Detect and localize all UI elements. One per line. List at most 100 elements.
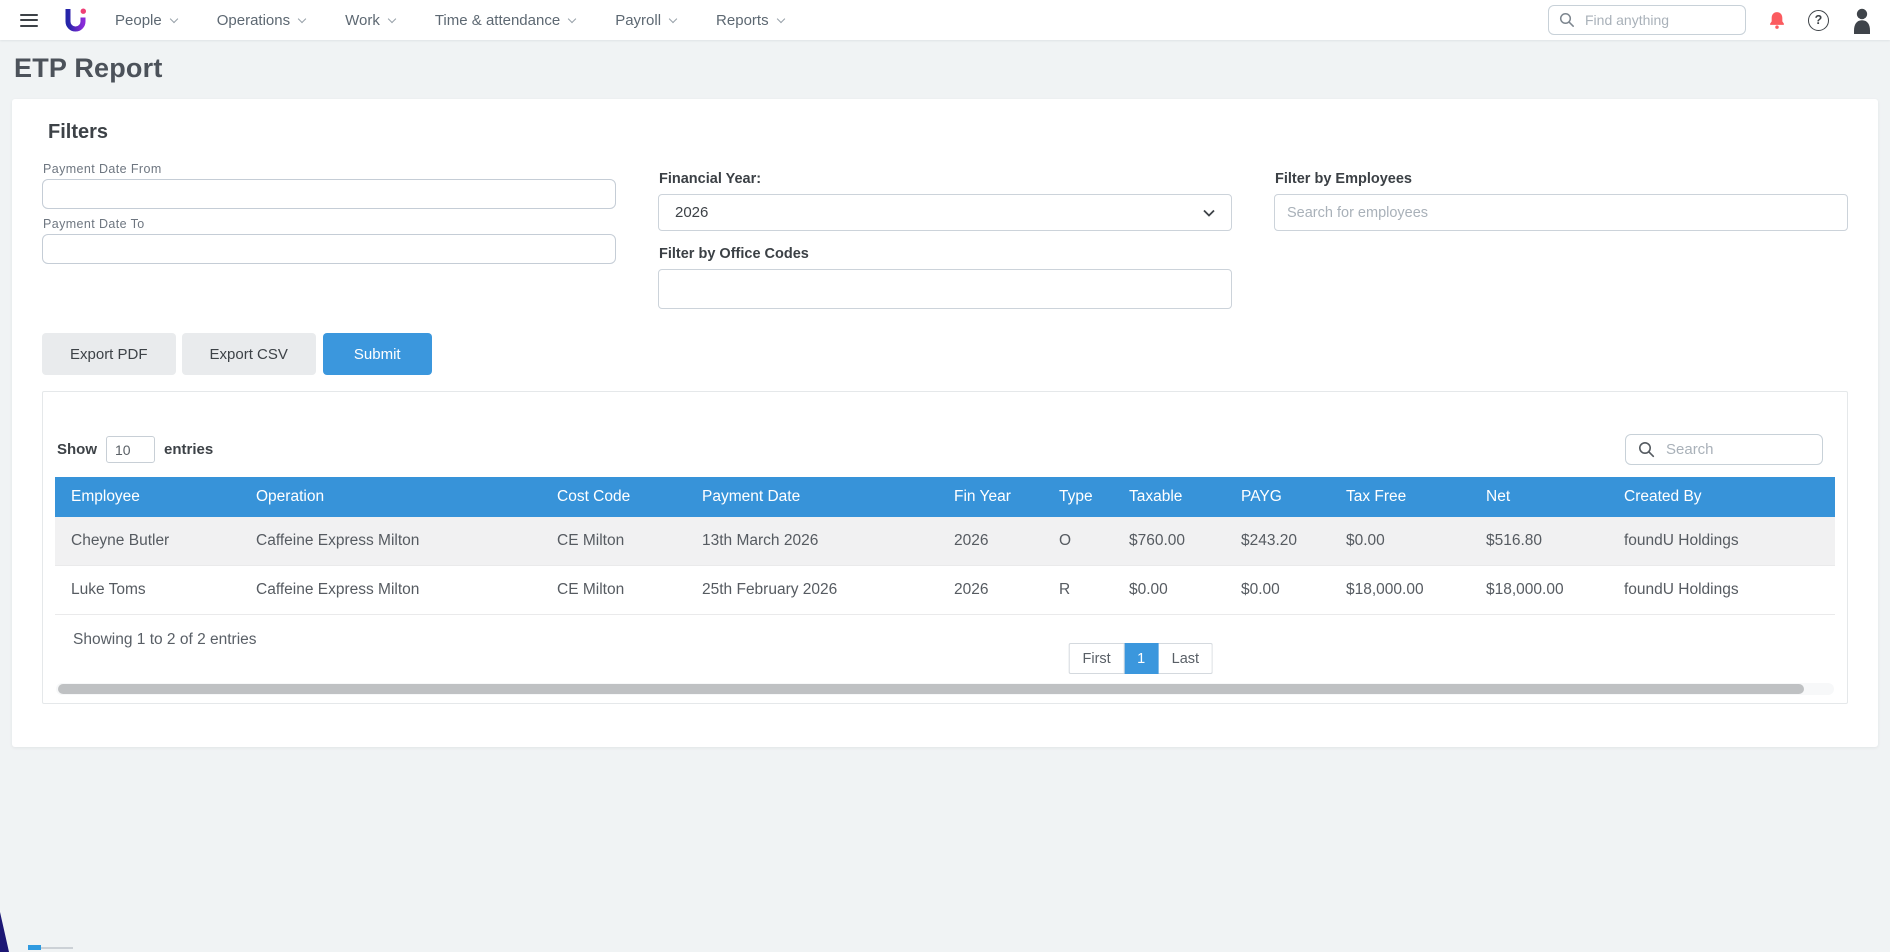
pagination-last-button[interactable]: Last	[1158, 643, 1214, 674]
nav-item-label: Time & attendance	[434, 11, 561, 29]
page-header: ETP Report	[0, 40, 1890, 99]
help-icon[interactable]	[1808, 9, 1829, 31]
cell-cost-code: CE Milton	[557, 532, 625, 549]
cell-operation: Caffeine Express Milton	[256, 532, 420, 549]
financial-year-value: 2026	[675, 204, 709, 221]
nav-item-time-attendance[interactable]: Time & attendance	[434, 11, 577, 29]
show-label: Show	[57, 441, 97, 458]
corner-decoration	[0, 910, 80, 952]
submit-button[interactable]: Submit	[322, 333, 432, 375]
column-header-payg[interactable]: PAYG	[1229, 477, 1334, 517]
column-header-employee[interactable]: Employee	[55, 477, 244, 517]
notifications-bell-icon[interactable]	[1767, 10, 1787, 31]
user-avatar[interactable]	[1850, 7, 1874, 34]
cell-fin-year: 2026	[954, 581, 989, 598]
table-search-input[interactable]	[1664, 440, 1810, 459]
nav-item-work[interactable]: Work	[345, 11, 397, 29]
table-row: Luke Toms Caffeine Express Milton CE Milto…	[55, 565, 1835, 615]
cell-cost-code: CE Milton	[557, 581, 625, 598]
chevron-down-icon	[387, 14, 397, 23]
foundu-logo[interactable]	[64, 8, 87, 33]
employees-filter-input[interactable]	[1274, 194, 1848, 231]
horizontal-scrollbar-thumb[interactable]	[58, 684, 1804, 694]
nav-item-label: Work	[345, 11, 380, 29]
cell-type: R	[1059, 581, 1071, 598]
nav-item-label: Operations	[216, 11, 291, 29]
column-header-type[interactable]: Type	[1047, 477, 1117, 517]
show-entries-input[interactable]	[106, 436, 155, 463]
pagination-page-1-button[interactable]: 1	[1124, 643, 1159, 674]
filters-heading: Filters	[48, 121, 109, 143]
nav-item-operations[interactable]: Operations	[216, 11, 307, 29]
nav-item-people[interactable]: People	[115, 11, 178, 29]
column-header-cost-code[interactable]: Cost Code	[545, 477, 690, 517]
table-body: Cheyne Butler Caffeine Express Milton CE M…	[55, 517, 1835, 615]
table-search	[1625, 434, 1823, 465]
column-header-operation[interactable]: Operation	[244, 477, 545, 517]
global-search-input[interactable]	[1583, 11, 1735, 29]
chevron-down-icon	[1203, 209, 1215, 217]
cell-payg: $243.20	[1241, 532, 1298, 549]
nav-item-label: Reports	[716, 11, 769, 29]
column-header-tax-free[interactable]: Tax Free	[1334, 477, 1474, 517]
filter-column-dates: Payment Date From Payment Date To	[42, 162, 616, 309]
table-controls: Show entries	[55, 434, 1835, 477]
cell-net: $516.80	[1486, 532, 1543, 549]
payment-date-to-label: Payment Date To	[43, 217, 145, 231]
cell-payment-date: 13th March 2026	[702, 532, 819, 549]
cell-employee: Luke Toms	[71, 581, 146, 598]
nav-item-reports[interactable]: Reports	[716, 11, 785, 29]
topbar-right	[1548, 5, 1874, 35]
top-navigation-bar: People Operations Work Time & attendance Pay…	[0, 0, 1890, 40]
payment-date-to-input[interactable]	[42, 234, 616, 264]
filter-column-employees: Filter by Employees	[1274, 162, 1848, 309]
global-search	[1548, 5, 1746, 35]
search-icon	[1639, 442, 1655, 458]
search-icon	[1559, 12, 1574, 27]
column-header-created-by[interactable]: Created By	[1612, 477, 1835, 517]
chevron-down-icon	[668, 14, 678, 23]
column-header-payment-date[interactable]: Payment Date	[690, 477, 942, 517]
cell-tax-free: $0.00	[1346, 532, 1385, 549]
actions-row: Export PDF Export CSV Submit	[42, 333, 1848, 375]
table-header-row: Employee Operation Cost Code Payment Date Fi…	[55, 477, 1835, 517]
column-header-net[interactable]: Net	[1474, 477, 1612, 517]
logo-u-icon	[65, 8, 86, 31]
cell-operation: Caffeine Express Milton	[256, 581, 420, 598]
pagination-first-button[interactable]: First	[1068, 643, 1125, 674]
office-codes-input[interactable]	[658, 269, 1232, 309]
employees-filter-label: Filter by Employees	[1275, 171, 1412, 187]
table-row: Cheyne Butler Caffeine Express Milton CE M…	[55, 517, 1835, 566]
chevron-down-icon	[776, 14, 785, 23]
cell-net: $18,000.00	[1486, 581, 1564, 598]
entries-summary: Showing 1 to 2 of 2 entries	[73, 631, 257, 648]
nav-item-payroll[interactable]: Payroll	[615, 12, 678, 29]
entries-label: entries	[164, 441, 214, 458]
etp-table: Employee Operation Cost Code Payment Date Fi…	[55, 477, 1835, 615]
filter-column-year-office: Financial Year: 2026 Filter by Office Co…	[658, 162, 1232, 309]
horizontal-scrollbar-track[interactable]	[56, 683, 1834, 695]
column-header-taxable[interactable]: Taxable	[1117, 477, 1229, 517]
financial-year-select[interactable]: 2026	[658, 194, 1232, 231]
chevron-down-icon	[567, 14, 577, 23]
cell-taxable: $760.00	[1129, 532, 1186, 549]
table-panel: Show entries Employ	[42, 391, 1848, 704]
cell-employee: Cheyne Butler	[71, 532, 170, 549]
table-footer: Showing 1 to 2 of 2 entries First 1 Last	[55, 615, 1835, 675]
column-header-fin-year[interactable]: Fin Year	[942, 477, 1047, 517]
export-csv-button[interactable]: Export CSV	[181, 333, 316, 375]
main-nav: People Operations Work Time & attendance Pay…	[115, 11, 785, 29]
pagination: First 1 Last	[1068, 643, 1214, 674]
hamburger-menu-icon[interactable]	[20, 10, 38, 31]
cell-payg: $0.00	[1241, 581, 1280, 598]
report-card: Filters Payment Date From Payment Date T…	[12, 99, 1878, 747]
cell-created-by: foundU Holdings	[1624, 532, 1739, 549]
cell-created-by: foundU Holdings	[1624, 581, 1739, 598]
payment-date-from-input[interactable]	[42, 179, 616, 209]
chevron-down-icon	[297, 14, 307, 23]
cell-tax-free: $18,000.00	[1346, 581, 1424, 598]
nav-item-label: People	[115, 11, 162, 29]
export-pdf-button[interactable]: Export PDF	[42, 333, 176, 375]
cell-payment-date: 25th February 2026	[702, 581, 838, 598]
